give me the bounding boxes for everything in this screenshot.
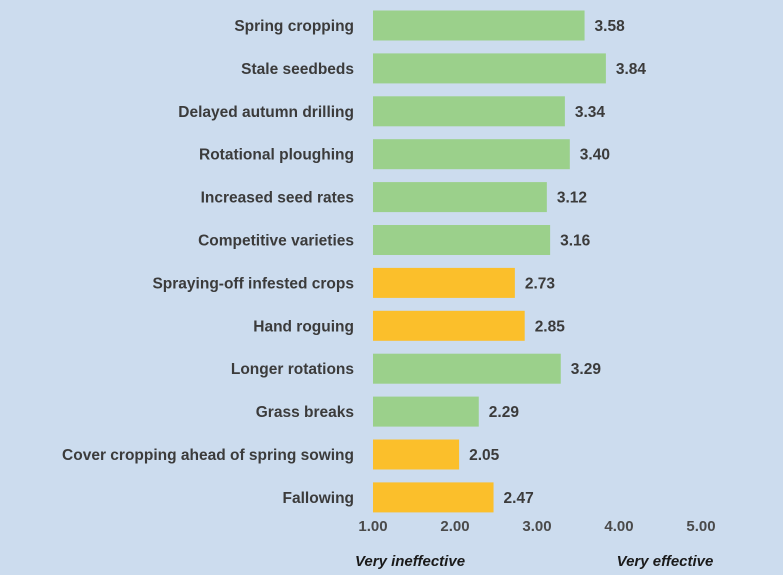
bar-5: [373, 182, 547, 213]
category-label-8: Hand roguing: [253, 318, 354, 335]
bars-group: [373, 10, 606, 513]
category-labels-group: Spring cropping Stale seedbeds Delayed aut…: [62, 18, 354, 507]
bar-11: [373, 439, 460, 470]
bar-2: [373, 53, 606, 84]
category-label-12: Fallowing: [283, 490, 354, 507]
value-label-12: 2.47: [504, 490, 534, 507]
category-label-9: Longer rotations: [231, 361, 354, 378]
bar-12: [373, 482, 494, 513]
value-label-1: 3.58: [595, 18, 626, 35]
value-label-9: 3.29: [571, 361, 602, 378]
value-label-4: 3.40: [580, 147, 610, 164]
value-label-11: 2.05: [469, 447, 500, 464]
category-label-6: Competitive varieties: [198, 233, 354, 250]
bar-4: [373, 139, 570, 170]
category-label-4: Rotational ploughing: [199, 147, 354, 164]
axis-annotation-left: Very ineffective: [355, 553, 465, 570]
x-axis-ticks-group: 1.00 2.00 3.00 4.00 5.00: [358, 518, 715, 535]
category-label-5: Increased seed rates: [201, 190, 354, 207]
category-label-1: Spring cropping: [234, 18, 354, 35]
value-label-6: 3.16: [560, 233, 591, 250]
bar-9: [373, 353, 561, 384]
bar-10: [373, 396, 479, 427]
bar-1: [373, 10, 585, 41]
category-label-10: Grass breaks: [256, 404, 354, 421]
bar-3: [373, 96, 565, 127]
bar-6: [373, 225, 551, 255]
category-label-3: Delayed autumn drilling: [178, 104, 354, 121]
value-label-5: 3.12: [557, 190, 587, 207]
value-label-2: 3.84: [616, 61, 647, 78]
x-tick-label-3: 3.00: [522, 518, 551, 535]
value-label-10: 2.29: [489, 404, 520, 421]
category-label-7: Spraying-off infested crops: [152, 275, 354, 292]
x-tick-label-2: 2.00: [440, 518, 469, 535]
x-tick-label-5: 5.00: [686, 518, 715, 535]
bar-7: [373, 267, 515, 298]
x-tick-label-4: 4.00: [604, 518, 633, 535]
bar-8: [373, 310, 525, 341]
category-label-2: Stale seedbeds: [241, 61, 354, 78]
category-label-11: Cover cropping ahead of spring sowing: [62, 447, 354, 464]
x-tick-label-1: 1.00: [358, 518, 387, 535]
axis-annotation-right: Very effective: [617, 553, 714, 570]
value-label-7: 2.73: [525, 275, 556, 292]
value-label-3: 3.34: [575, 104, 606, 121]
value-labels-group: 3.58 3.84 3.34 3.40 3.12 3.16 2.73 2.85 3.29 2.29…: [469, 18, 646, 507]
value-label-8: 2.85: [535, 318, 566, 335]
